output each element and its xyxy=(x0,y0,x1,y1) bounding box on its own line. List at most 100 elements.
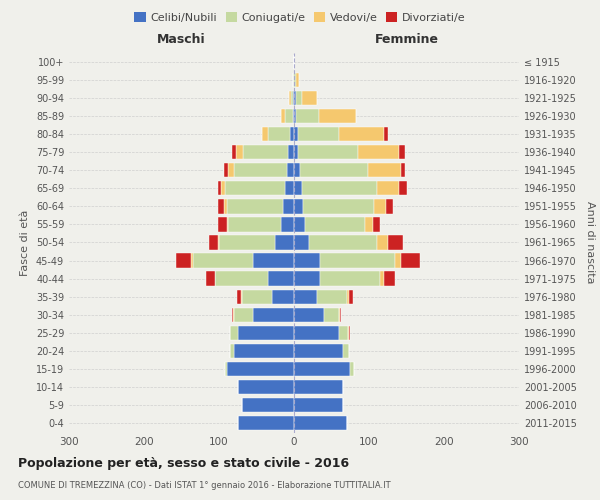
Bar xyxy=(294,200,303,213)
Bar xyxy=(384,128,388,141)
Legend: Celibi/Nubili, Coniugati/e, Vedovi/e, Divorziati/e: Celibi/Nubili, Coniugati/e, Vedovi/e, Di… xyxy=(130,8,470,28)
Bar xyxy=(268,272,294,285)
Bar xyxy=(365,218,373,232)
Bar xyxy=(218,182,221,196)
Bar xyxy=(235,146,243,160)
Bar xyxy=(281,110,285,124)
Bar xyxy=(237,290,241,304)
Bar xyxy=(386,200,393,213)
Bar xyxy=(294,380,343,394)
Bar xyxy=(232,308,233,322)
Bar xyxy=(294,326,339,340)
Bar xyxy=(339,128,384,141)
Bar xyxy=(218,200,224,213)
Bar xyxy=(296,74,299,88)
Bar xyxy=(275,236,294,250)
Bar xyxy=(238,380,294,394)
Bar xyxy=(293,74,294,88)
Bar xyxy=(296,92,302,106)
Bar xyxy=(271,290,294,304)
Bar xyxy=(238,326,294,340)
Text: Femmine: Femmine xyxy=(374,33,439,46)
Y-axis label: Anni di nascita: Anni di nascita xyxy=(585,201,595,284)
Bar xyxy=(215,272,268,285)
Bar xyxy=(343,344,349,357)
Bar xyxy=(358,146,399,160)
Bar xyxy=(399,146,405,160)
Bar xyxy=(339,326,348,340)
Bar xyxy=(294,308,324,322)
Bar xyxy=(384,272,395,285)
Bar xyxy=(225,362,227,376)
Bar xyxy=(377,236,388,250)
Bar xyxy=(193,254,253,268)
Bar xyxy=(294,236,309,250)
Bar xyxy=(262,128,268,141)
Bar xyxy=(380,272,384,285)
Bar xyxy=(320,272,380,285)
Bar xyxy=(287,164,294,177)
Bar xyxy=(298,128,339,141)
Bar xyxy=(294,74,296,88)
Bar xyxy=(229,326,230,340)
Bar xyxy=(283,200,294,213)
Bar xyxy=(232,146,235,160)
Bar xyxy=(230,344,234,357)
Bar xyxy=(221,182,225,196)
Bar xyxy=(205,272,215,285)
Bar xyxy=(302,92,317,106)
Bar xyxy=(209,236,218,250)
Text: Popolazione per età, sesso e stato civile - 2016: Popolazione per età, sesso e stato civil… xyxy=(18,458,349,470)
Bar xyxy=(309,236,377,250)
Bar xyxy=(294,344,343,357)
Bar xyxy=(294,254,320,268)
Bar xyxy=(253,308,294,322)
Bar xyxy=(401,254,420,268)
Bar xyxy=(340,308,341,322)
Bar xyxy=(347,290,349,304)
Bar xyxy=(224,200,227,213)
Bar xyxy=(234,164,287,177)
Bar xyxy=(300,164,367,177)
Bar xyxy=(230,326,238,340)
Bar xyxy=(294,182,302,196)
Bar xyxy=(218,236,219,250)
Bar xyxy=(238,416,294,430)
Bar xyxy=(298,146,358,160)
Bar xyxy=(348,326,349,340)
Bar xyxy=(395,254,401,268)
Bar xyxy=(367,164,401,177)
Bar xyxy=(289,92,291,106)
Bar xyxy=(241,290,271,304)
Bar xyxy=(294,110,296,124)
Bar xyxy=(349,290,353,304)
Bar xyxy=(241,398,294,411)
Bar xyxy=(294,362,350,376)
Bar xyxy=(234,308,253,322)
Bar xyxy=(290,128,294,141)
Bar xyxy=(399,182,407,196)
Y-axis label: Fasce di età: Fasce di età xyxy=(20,210,30,276)
Bar xyxy=(303,200,374,213)
Bar xyxy=(294,164,300,177)
Bar xyxy=(224,164,228,177)
Bar xyxy=(320,254,395,268)
Bar xyxy=(176,254,191,268)
Bar xyxy=(294,290,317,304)
Bar xyxy=(294,146,298,160)
Bar xyxy=(227,362,294,376)
Bar xyxy=(294,218,305,232)
Bar xyxy=(253,254,294,268)
Bar xyxy=(294,416,347,430)
Bar xyxy=(219,236,275,250)
Bar xyxy=(218,218,227,232)
Bar xyxy=(281,218,294,232)
Text: Maschi: Maschi xyxy=(157,33,206,46)
Bar xyxy=(225,182,285,196)
Bar xyxy=(293,110,294,124)
Bar xyxy=(319,110,356,124)
Bar xyxy=(374,200,386,213)
Bar xyxy=(294,272,320,285)
Bar xyxy=(324,308,339,322)
Bar xyxy=(243,146,288,160)
